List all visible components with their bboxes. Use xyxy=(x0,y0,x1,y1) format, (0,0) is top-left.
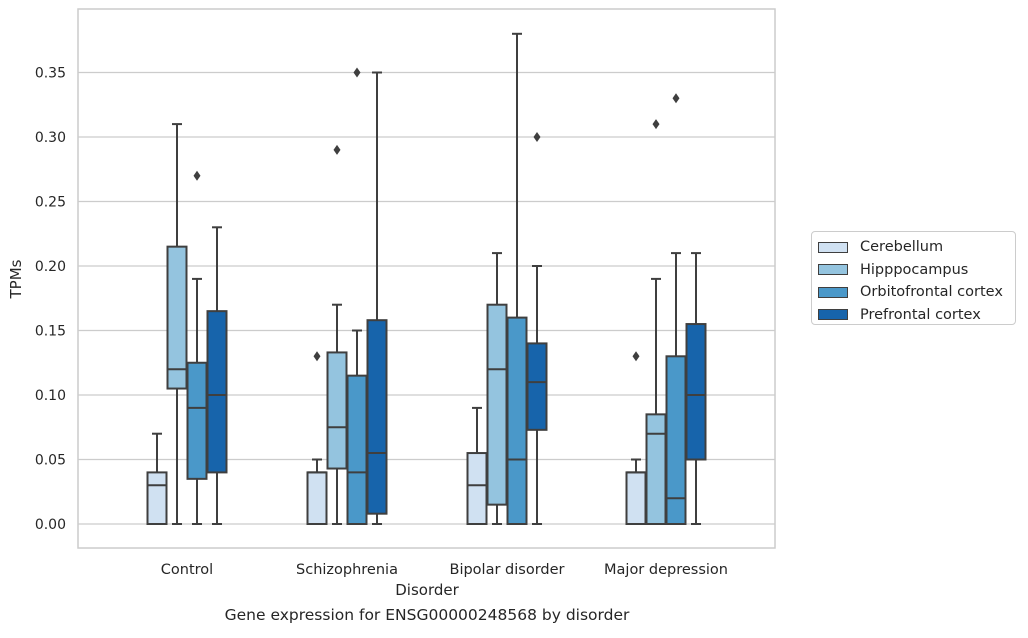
y-tick-label: 0.10 xyxy=(35,388,66,404)
box-body xyxy=(685,323,707,461)
box-body xyxy=(466,452,488,525)
box-group xyxy=(206,226,228,525)
box-group xyxy=(346,67,368,525)
figure-caption: Gene expression for ENSG00000248568 by d… xyxy=(224,606,630,624)
y-tick-label: 0.15 xyxy=(35,324,66,340)
x-tick-label: Major depression xyxy=(604,562,728,578)
box-body xyxy=(625,471,647,525)
box-group xyxy=(526,132,548,525)
legend-item: Prefrontal cortex xyxy=(818,304,1015,327)
legend-swatch xyxy=(818,286,848,298)
legend-label: Hipppocampus xyxy=(860,261,969,278)
box-body xyxy=(645,413,667,526)
x-tick-label: Control xyxy=(161,562,213,578)
box-group xyxy=(366,71,388,525)
x-tick-labels: Control Schizophrenia Bipolar disorder Majo… xyxy=(161,562,728,578)
box-group xyxy=(166,123,188,525)
x-axis-label: Disorder xyxy=(395,581,459,599)
y-tick-label: 0.35 xyxy=(35,66,66,82)
box-group xyxy=(645,119,667,526)
box-body xyxy=(346,374,368,525)
box-group xyxy=(665,93,687,525)
box-series xyxy=(146,32,707,526)
outlier-point xyxy=(672,93,680,104)
outlier-point xyxy=(533,132,541,142)
plot-frame xyxy=(77,8,776,549)
box-body xyxy=(506,316,528,525)
box-group xyxy=(466,406,488,525)
outlier-point xyxy=(353,67,361,78)
box-group xyxy=(625,351,647,525)
y-tick-label: 0.00 xyxy=(35,517,66,533)
x-tick-label: Schizophrenia xyxy=(296,562,398,578)
legend-item: Hipppocampus xyxy=(818,259,1015,282)
legend-swatch xyxy=(818,309,848,321)
x-tick-label: Bipolar disorder xyxy=(450,562,565,578)
box-body xyxy=(366,319,388,515)
y-tick-labels: 0.00 0.05 0.10 0.15 0.20 0.25 0.30 0.35 xyxy=(35,66,66,534)
legend-swatch xyxy=(818,241,848,253)
y-tick-label: 0.20 xyxy=(35,259,66,275)
legend-swatch xyxy=(818,264,848,276)
box-group xyxy=(186,170,208,525)
box-body xyxy=(166,245,188,390)
outlier-point xyxy=(193,170,201,181)
box-body xyxy=(526,342,548,431)
box-group xyxy=(506,32,528,525)
outlier-point xyxy=(313,351,321,362)
legend-label: Cerebellum xyxy=(860,239,944,256)
box-body xyxy=(146,471,168,525)
y-tick-label: 0.30 xyxy=(35,130,66,146)
legend-item: Cerebellum xyxy=(818,236,1015,259)
y-axis-label: TPMs xyxy=(7,259,25,299)
box-group xyxy=(306,351,328,525)
outlier-point xyxy=(333,144,341,155)
y-tick-label: 0.05 xyxy=(35,453,66,469)
box-body xyxy=(206,310,228,474)
box-body xyxy=(306,471,328,525)
outlier-point xyxy=(632,351,640,362)
legend-label: Orbitofrontal cortex xyxy=(860,284,1003,301)
box-group xyxy=(685,252,707,525)
box-group xyxy=(486,252,508,525)
legend-label: Prefrontal cortex xyxy=(860,306,981,323)
outlier-point xyxy=(652,119,660,130)
legend-item: Orbitofrontal cortex xyxy=(818,281,1015,304)
box-body xyxy=(326,351,348,470)
legend: Cerebellum Hipppocampus Orbitofrontal cort… xyxy=(811,231,1016,325)
box-body xyxy=(186,361,208,480)
box-group xyxy=(146,432,168,525)
y-tick-label: 0.25 xyxy=(35,195,66,211)
box-body xyxy=(486,303,508,506)
